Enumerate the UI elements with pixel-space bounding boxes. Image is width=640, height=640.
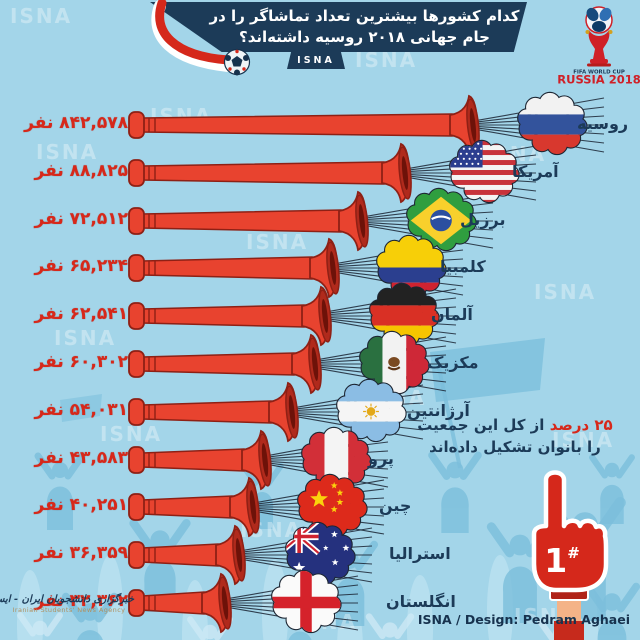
isna-tag: ISNA [287, 52, 345, 69]
vuvuzela-bar-england [128, 571, 232, 635]
bar-value-argentina: ۵۴,۰۳۱ نفر [34, 399, 128, 420]
bar-value-colombia: ۶۵,۲۳۴ نفر [34, 256, 128, 277]
bar-value-germany: ۶۲,۵۴۱ نفر [34, 304, 128, 325]
vuvuzela-bar-mexico [128, 332, 322, 396]
vuvuzela-bar-colombia [128, 236, 340, 300]
women-percentage-annotation: ۲۵ درصد از کل این جمعیت را بانوان تشکیل … [408, 414, 622, 458]
country-label-usa: آمریکا [512, 161, 559, 181]
fifa-world-cup-text: FIFA WORLD CUP [573, 70, 625, 76]
bar-value-china: ۴۰,۲۵۱ نفر [34, 495, 128, 516]
flag-cloud-argentina [335, 378, 407, 442]
vuvuzela-bar-germany [128, 284, 332, 348]
flag-cloud-brazil [405, 187, 477, 251]
flag-cloud-usa [448, 139, 520, 203]
agency-name-english: Iranian Students' News Agency [12, 606, 126, 614]
country-label-china: چین [379, 496, 412, 516]
soccer-ball-swoosh-icon [151, 0, 251, 76]
country-label-australia: استرالیا [389, 544, 451, 564]
vuvuzela-bar-brazil [128, 189, 369, 253]
soccer-ball-icon [223, 48, 251, 76]
vuvuzela-bar-russia [128, 93, 480, 157]
country-label-argentina: آرژانتین [407, 400, 470, 420]
annotation-percentage: ۲۵ درصد [549, 416, 613, 434]
page-title-line1: کدام کشورها بیشترین تعداد تماشاگر را در [209, 7, 520, 25]
agency-name-farsi: خبرگزاری دانشجویان ایران - ایسنا [0, 594, 134, 605]
country-label-brazil: برزیل [460, 209, 506, 229]
bar-value-russia: ۸۴۲,۵۷۸ نفر [24, 113, 128, 133]
flag-cloud-russia [516, 91, 588, 156]
country-label-mexico: مکزیک [427, 353, 479, 372]
vuvuzela-bar-argentina [128, 380, 299, 444]
vuvuzela-bar-china [128, 475, 260, 539]
page-title-line2: جام جهانی ۲۰۱۸ روسیه داشته‌اند؟ [239, 28, 490, 46]
country-label-colombia: کلمبیا [440, 257, 486, 277]
annotation-line2: را بانوان تشکیل داده‌اند [429, 438, 601, 456]
foam-finger-number-one: 1# [531, 470, 609, 640]
vuvuzela-bar-usa [128, 141, 412, 205]
country-label-russia: روسیه [577, 114, 629, 133]
foam-finger-label: 1# [544, 541, 580, 580]
isna-agency-logo: خبرگزاری دانشجویان ایران - ایسنا Iranian… [0, 594, 134, 614]
bar-value-brazil: ۷۲,۵۱۲ نفر [34, 208, 128, 229]
flag-cloud-england [270, 569, 342, 634]
country-label-peru: پرو [368, 448, 394, 468]
country-label-england: انگلستان [386, 592, 456, 611]
flag-cloud-peru [300, 426, 372, 490]
bar-value-australia: ۳۶,۳۵۹ نفر [34, 543, 128, 564]
title-banner: کدام کشورها بیشترین تعداد تماشاگر را در … [150, 2, 527, 52]
bar-value-peru: ۴۳,۵۸۳ نفر [34, 447, 128, 468]
annotation-line1: از کل این جمعیت [417, 416, 545, 434]
design-credit: ISNA / Design: Pedram Aghaei [417, 612, 630, 627]
country-label-germany: آلمان [431, 305, 473, 325]
bar-value-mexico: ۶۰,۳۰۲ نفر [34, 352, 128, 372]
bar-value-england: ۳۲,۳۶۲ نفر [34, 591, 128, 611]
fifa-world-cup-logo: FIFA WORLD CUP RUSSIA 2018 [557, 6, 640, 87]
russia-2018-text: RUSSIA 2018 [557, 73, 640, 87]
bar-value-usa: ۸۸,۸۲۵ نفر [34, 160, 128, 181]
vuvuzela-bar-peru [128, 428, 272, 492]
vuvuzela-bar-australia [128, 523, 246, 587]
